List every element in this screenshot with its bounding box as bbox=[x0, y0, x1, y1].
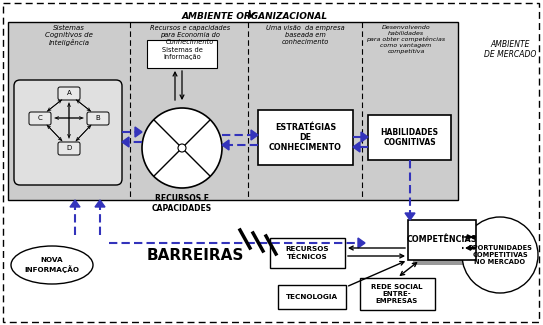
Bar bbox=[270, 238, 345, 268]
Polygon shape bbox=[95, 200, 105, 207]
Polygon shape bbox=[353, 142, 360, 152]
Text: TECNOLOGIA: TECNOLOGIA bbox=[286, 294, 338, 300]
Circle shape bbox=[142, 108, 222, 188]
Bar bbox=[408, 220, 476, 260]
Text: ESTRATÉGIAS
DE
CONHECIMENTO: ESTRATÉGIAS DE CONHECIMENTO bbox=[269, 123, 342, 152]
Polygon shape bbox=[70, 200, 80, 207]
Bar bbox=[258, 110, 353, 165]
Text: HABILIDADES
COGNITIVAS: HABILIDADES COGNITIVAS bbox=[381, 128, 439, 147]
Text: Uma visão  da empresa
baseada em
conhecimento: Uma visão da empresa baseada em conhecim… bbox=[266, 25, 344, 45]
FancyBboxPatch shape bbox=[14, 80, 122, 185]
Text: AMBIENTE ORGANIZACIONAL: AMBIENTE ORGANIZACIONAL bbox=[182, 12, 328, 21]
Polygon shape bbox=[251, 130, 258, 140]
Text: NOVA
INFORMAÇÃO: NOVA INFORMAÇÃO bbox=[24, 257, 79, 273]
FancyBboxPatch shape bbox=[58, 87, 80, 100]
Text: A: A bbox=[67, 90, 71, 96]
Polygon shape bbox=[135, 127, 142, 137]
Polygon shape bbox=[222, 140, 229, 150]
Text: Sistemas
Cognitivos de
Inteligência: Sistemas Cognitivos de Inteligência bbox=[45, 25, 93, 46]
Bar bbox=[413, 225, 481, 265]
Circle shape bbox=[462, 217, 538, 293]
Text: RECURSOS E
CAPACIDADES: RECURSOS E CAPACIDADES bbox=[152, 194, 212, 214]
Text: C: C bbox=[37, 115, 42, 121]
Text: Recursos e capacidades
para Economia do
Conhecimento: Recursos e capacidades para Economia do … bbox=[150, 25, 230, 45]
Ellipse shape bbox=[11, 246, 93, 284]
Text: RECURSOS
TÉCNICOS: RECURSOS TÉCNICOS bbox=[285, 246, 329, 260]
FancyBboxPatch shape bbox=[58, 142, 80, 155]
Bar bbox=[360, 278, 435, 310]
Text: D: D bbox=[66, 145, 72, 151]
Text: B: B bbox=[96, 115, 100, 121]
Text: COMPETÊNCIAS: COMPETÊNCIAS bbox=[407, 236, 477, 244]
Text: Desenvolvendo
habilidades
para obter competências
como vantagem
competitiva: Desenvolvendo habilidades para obter com… bbox=[367, 25, 446, 54]
Text: OPORTUNIDADES
COMPETITIVAS
NO MERCADO: OPORTUNIDADES COMPETITIVAS NO MERCADO bbox=[468, 245, 533, 265]
Circle shape bbox=[178, 144, 186, 152]
Bar bbox=[368, 115, 451, 160]
Text: Sistemas de
Informação: Sistemas de Informação bbox=[162, 47, 203, 60]
Polygon shape bbox=[361, 132, 368, 142]
Bar bbox=[8, 22, 458, 200]
Text: AMBIENTE
DE MERCADO: AMBIENTE DE MERCADO bbox=[484, 40, 536, 59]
FancyBboxPatch shape bbox=[87, 112, 109, 125]
Bar bbox=[147, 40, 217, 68]
Text: REDE SOCIAL
ENTRE-
EMPRESAS: REDE SOCIAL ENTRE- EMPRESAS bbox=[371, 284, 423, 304]
Polygon shape bbox=[358, 238, 365, 248]
Text: BARREIRAS: BARREIRAS bbox=[146, 248, 244, 263]
Polygon shape bbox=[405, 213, 415, 220]
Bar bbox=[278, 285, 346, 309]
Polygon shape bbox=[122, 137, 129, 147]
FancyBboxPatch shape bbox=[29, 112, 51, 125]
